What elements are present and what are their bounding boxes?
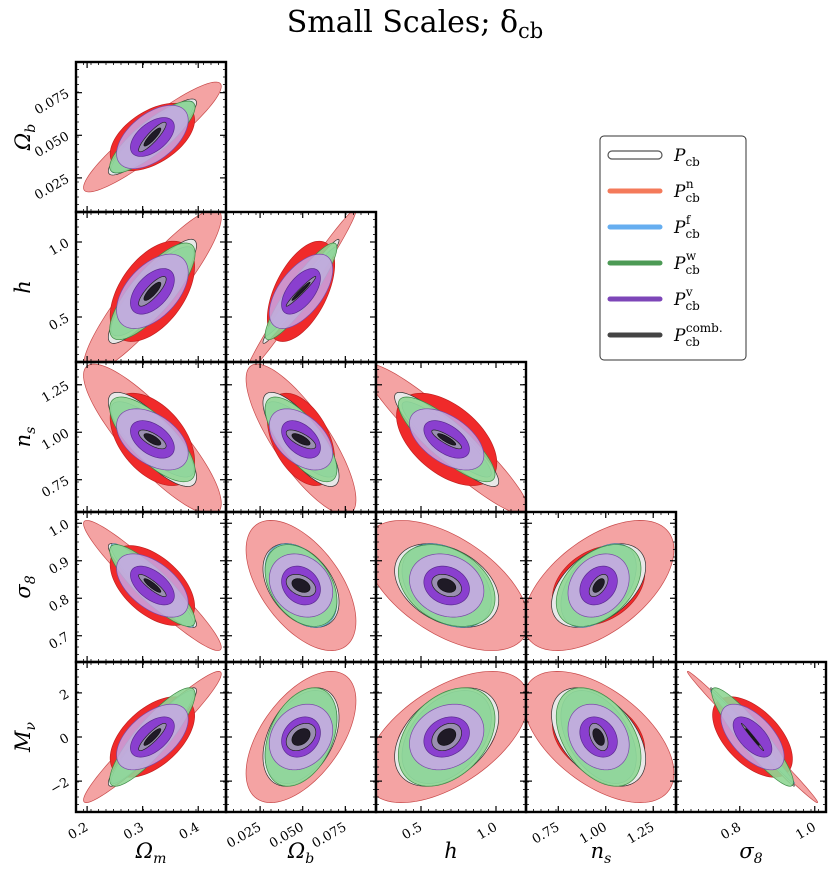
contours — [83, 363, 222, 512]
y-tick-label: 0.050 — [32, 129, 72, 161]
contours — [83, 670, 222, 804]
contour-comb-1sigma — [291, 578, 311, 593]
contour-comb-1sigma — [143, 127, 162, 147]
legend-label: Pcb — [673, 146, 700, 169]
contour-comb-1sigma — [437, 728, 457, 746]
panel-h-s8 — [374, 510, 528, 664]
contours — [687, 670, 818, 804]
x-tick-label: 1.0 — [475, 820, 500, 843]
panel-Om-s8: 0.7 0.8 0.9 1.0 σ8 — [11, 510, 228, 664]
x-tick-label: 0.025 — [224, 820, 264, 852]
y-tick-label: 0.5 — [47, 311, 72, 334]
contour-comb-1sigma — [592, 578, 605, 593]
panel-Om-h: 0.5 1.0 h — [11, 210, 228, 364]
contours — [83, 212, 222, 362]
y-tick-label: 1.0 — [47, 236, 72, 259]
chart-title-sub: cb — [518, 19, 543, 43]
panel-s8-Mnu: 0.8 1.0σ8 — [674, 660, 828, 867]
x-tick-label: 1.25 — [625, 820, 658, 847]
contour-comb-1sigma — [143, 578, 162, 593]
panel-grid: 0.0250.0500.075Ωb0.51.0h0.751.001.25ns0.… — [11, 60, 828, 867]
contour-comb-1sigma — [143, 281, 162, 301]
y-tick-label: 0.7 — [47, 630, 72, 653]
x-tick-label: 0.2 — [66, 820, 91, 843]
contours — [376, 364, 526, 512]
legend-swatch — [607, 150, 663, 160]
contours — [83, 81, 222, 193]
y-tick-label: 1.00 — [39, 426, 72, 453]
contours — [526, 671, 675, 803]
chart-title-main: Small Scales; δ — [287, 5, 518, 40]
panel-h-ns — [374, 360, 528, 514]
panel-Ob-s8 — [224, 510, 378, 664]
x-tick-label: 1.0 — [793, 820, 818, 843]
panel-ns-s8 — [524, 510, 678, 664]
x-axis-label-ns: ns — [591, 839, 612, 867]
y-tick-label: 2 — [57, 687, 72, 704]
contours — [245, 670, 357, 804]
x-axis-label-s8: σ8 — [739, 839, 762, 867]
panel-Ob-ns — [224, 360, 378, 514]
y-tick-label: −2 — [48, 775, 72, 798]
y-tick-label: 0.025 — [32, 172, 72, 204]
y-tick-label: 0.9 — [47, 555, 72, 578]
x-tick-label: 0.5 — [400, 820, 425, 843]
y-tick-label: 0.75 — [39, 474, 72, 501]
contours — [526, 520, 675, 651]
y-axis-label-Ob: Ωb — [11, 124, 39, 151]
legend-frame — [599, 135, 747, 361]
legend-label: Pcbn — [673, 177, 700, 205]
y-tick-label: 0.8 — [47, 592, 72, 615]
y-axis-label-Mnu: Mν — [11, 722, 39, 754]
x-tick-label: 0.75 — [530, 820, 563, 847]
y-tick-label: 0 — [57, 731, 72, 748]
panel-Om-Ob: 0.025 0.050 0.075 Ωb — [11, 60, 228, 214]
contour-comb-1sigma — [745, 728, 760, 746]
panel-h-Mnu: 0.5 1.0 h — [374, 660, 528, 863]
contours — [245, 363, 357, 512]
y-tick-label: 1.0 — [47, 517, 72, 540]
contour-comb-1sigma — [592, 728, 605, 746]
panel-Ob-h — [224, 210, 378, 364]
contours — [83, 520, 222, 651]
contour-comb-1sigma — [437, 433, 457, 446]
y-tick-label: 1.25 — [39, 379, 72, 406]
x-tick-label: 0.075 — [310, 820, 350, 852]
contour-comb-1sigma — [437, 578, 457, 593]
y-axis-label-ns: ns — [11, 427, 39, 448]
contour-comb-1sigma — [143, 728, 162, 746]
y-axis-label-s8: σ8 — [11, 575, 39, 598]
contour-comb-1sigma — [291, 433, 311, 446]
legend-entry-w: Pcbw — [607, 249, 700, 277]
y-tick-label: 0.075 — [32, 87, 72, 119]
contours — [376, 671, 526, 803]
chart-title: Small Scales; δcb — [287, 5, 544, 43]
x-axis-label-Om: Ωm — [135, 839, 167, 867]
x-axis-label-h: h — [444, 839, 458, 863]
legend-entry-f: Pcbf — [607, 213, 700, 241]
y-axis-label-h: h — [11, 280, 35, 294]
contours — [249, 212, 357, 362]
legend-entry-comb: Pcbcomb. — [607, 321, 723, 349]
x-axis-label-Ob: Ωb — [287, 839, 314, 867]
legend-label: Pcbv — [673, 285, 700, 313]
x-tick-label: 0.4 — [177, 820, 202, 843]
legend: Pcb Pcbn Pcbf Pcbw Pcbv Pcbcomb. — [599, 135, 747, 361]
contours — [376, 520, 526, 651]
legend-entry-n: Pcbn — [607, 177, 700, 205]
legend-label: Pcbw — [673, 249, 700, 277]
contour-comb-1sigma — [291, 728, 311, 746]
legend-entry-base: Pcb — [607, 146, 700, 169]
legend-label: Pcbcomb. — [673, 321, 723, 349]
contour-comb-1sigma — [291, 281, 311, 301]
legend-label: Pcbf — [673, 213, 700, 241]
legend-entry-v: Pcbv — [607, 285, 700, 313]
contours — [245, 520, 357, 651]
contour-comb-1sigma — [143, 433, 162, 446]
